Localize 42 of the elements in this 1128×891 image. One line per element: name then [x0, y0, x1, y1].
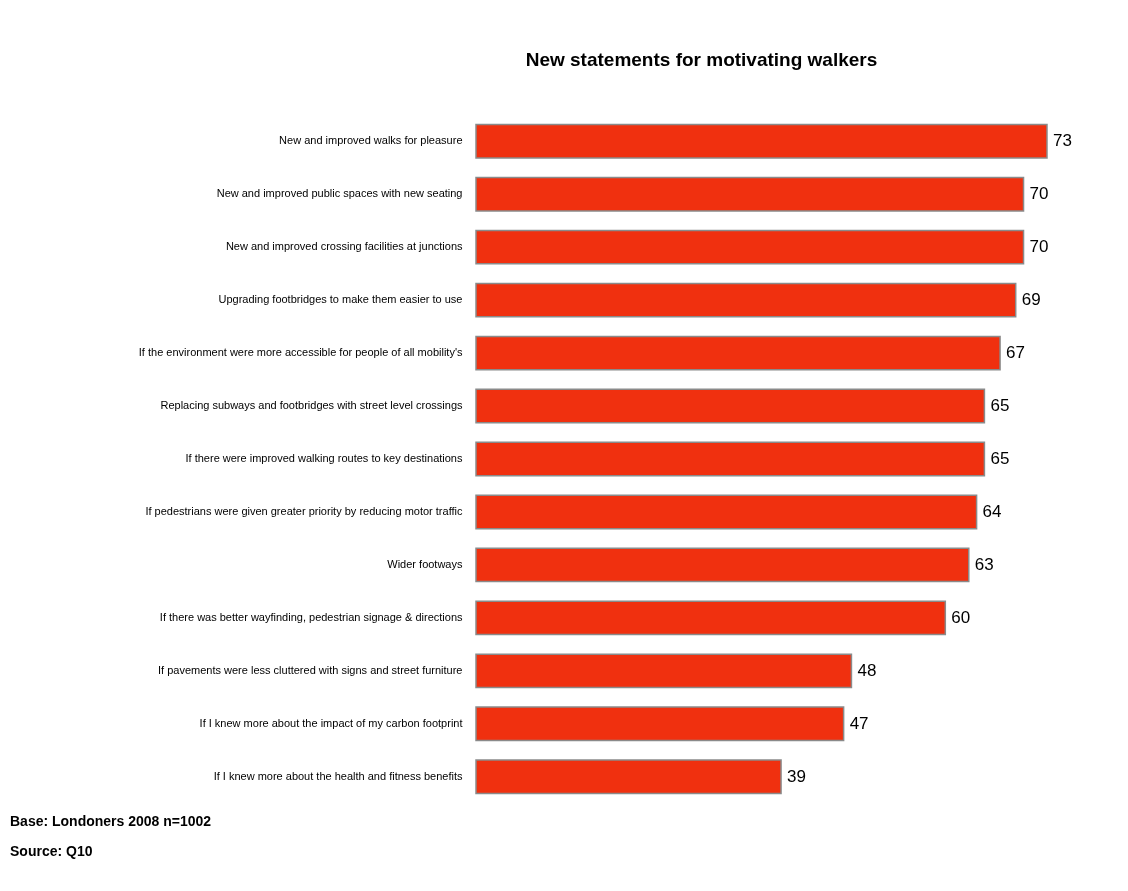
text: Base: Londoners 2008 n=1002: [10, 813, 212, 829]
data-label: 67: [1006, 343, 1025, 363]
y-tick-label: If there was better wayfinding, pedestrian signage & directions: [159, 610, 463, 623]
y-tick-label: If the environment were more accessible for people of all mobility's: [138, 346, 463, 359]
y-tick-label: Wider footways: [387, 557, 463, 570]
y-tick-label: Upgrading footbridges to make them easier to use: [218, 293, 463, 306]
bar: [475, 176, 1025, 212]
bar: [475, 229, 1025, 265]
data-label: 48: [857, 660, 877, 680]
y-tick-label: If I knew more about the impact of my carbon footprint: [199, 716, 463, 729]
y-tick-label: If I knew more about the health and fitness benefits: [213, 769, 463, 782]
bar: [475, 282, 1017, 318]
bar: [475, 335, 1001, 371]
data-label: 63: [974, 554, 994, 574]
data-label: 69: [1021, 290, 1041, 310]
data-label: 47: [849, 713, 869, 733]
y-tick-label: New and improved walks for pleasure: [279, 134, 463, 147]
y-tick-label: If pavements were less cluttered with signs and street furniture: [158, 663, 463, 676]
bar: [475, 123, 1048, 159]
data-label: 65: [990, 396, 1010, 416]
bar: [475, 388, 986, 424]
y-tick-label: Replacing subways and footbridges with street level crossings: [160, 399, 463, 412]
y-tick-label: New and improved crossing facilities at junctions: [225, 240, 463, 253]
bar: [475, 706, 845, 742]
data-label: 64: [982, 501, 1002, 521]
chart-title: New statements for motivating walkers: [525, 49, 878, 70]
data-label: 39: [787, 766, 806, 786]
source-note: Source: Q10: [10, 843, 93, 859]
bar: [475, 600, 947, 636]
data-label: 60: [951, 607, 971, 627]
bar: [475, 653, 853, 689]
data-label: 70: [1029, 184, 1049, 204]
data-label: 73: [1053, 131, 1072, 151]
data-label: 70: [1029, 237, 1049, 257]
bar: [475, 441, 986, 477]
data-label: 65: [990, 449, 1010, 468]
y-tick-label: If there were improved walking routes to key destinations: [185, 452, 463, 464]
bar: [475, 494, 978, 530]
y-tick-label: New and improved public spaces with new seating: [216, 187, 463, 200]
bar: [475, 547, 970, 583]
bar: [475, 759, 782, 795]
y-tick-label: If pedestrians were given greater priority by reducing motor traffic: [145, 504, 463, 517]
